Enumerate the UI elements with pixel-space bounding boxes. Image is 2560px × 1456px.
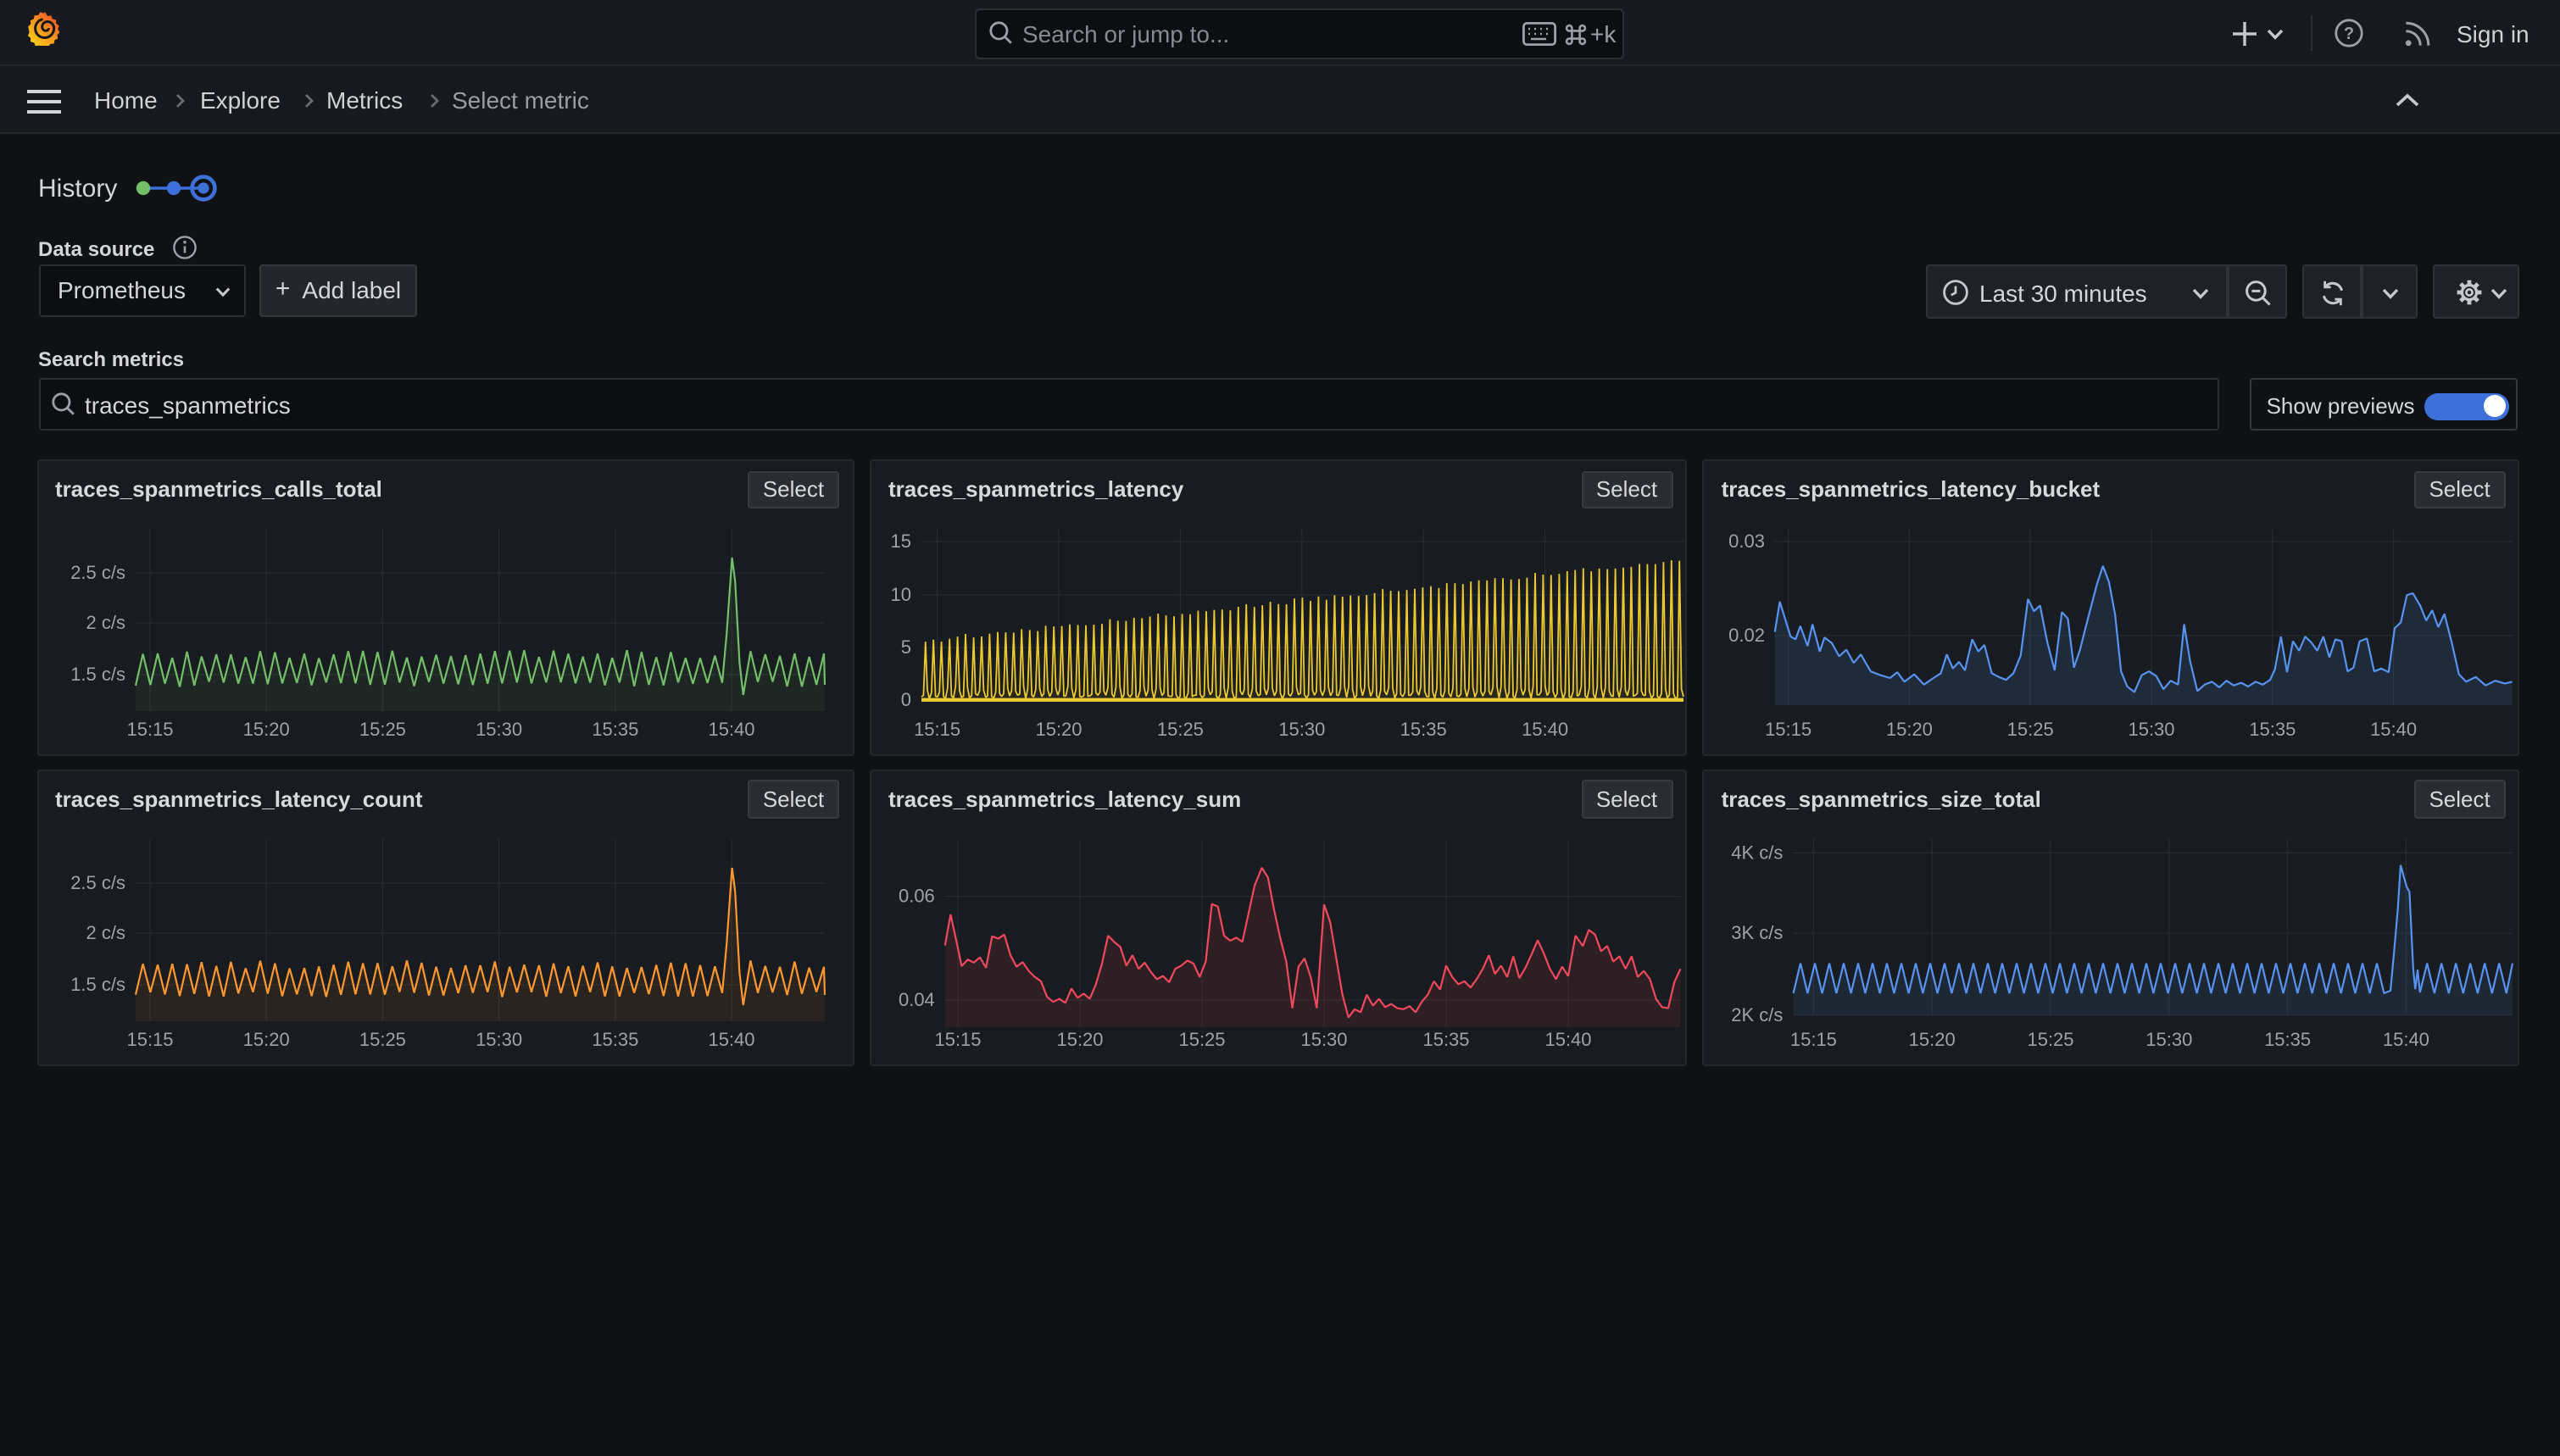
svg-text:0.04: 0.04 <box>899 988 935 1009</box>
svg-text:15:15: 15:15 <box>125 1028 172 1049</box>
svg-text:15:15: 15:15 <box>1790 1028 1837 1049</box>
svg-text:15:15: 15:15 <box>914 719 960 740</box>
svg-text:1.5 c/s: 1.5 c/s <box>70 664 125 685</box>
svg-text:2 c/s: 2 c/s <box>86 921 125 942</box>
svg-text:15:35: 15:35 <box>2265 1028 2312 1049</box>
svg-text:15:40: 15:40 <box>1544 1028 1591 1049</box>
svg-text:15:25: 15:25 <box>1178 1028 1225 1049</box>
svg-text:?: ? <box>2344 25 2354 43</box>
svg-text:15:20: 15:20 <box>1056 1028 1103 1049</box>
svg-text:15:20: 15:20 <box>242 719 289 740</box>
svg-text:0.03: 0.03 <box>1729 531 1766 552</box>
svg-text:15:25: 15:25 <box>359 719 405 740</box>
svg-text:15:25: 15:25 <box>1157 719 1204 740</box>
svg-text:15:20: 15:20 <box>1886 719 1933 740</box>
svg-text:3K c/s: 3K c/s <box>1732 921 1784 942</box>
svg-text:15:20: 15:20 <box>1909 1028 1956 1049</box>
svg-text:15:40: 15:40 <box>707 1028 754 1049</box>
svg-text:0.02: 0.02 <box>1729 625 1766 646</box>
svg-text:0.06: 0.06 <box>899 884 935 905</box>
svg-text:15:15: 15:15 <box>1766 719 1812 740</box>
svg-text:15:30: 15:30 <box>1300 1028 1347 1049</box>
svg-text:10: 10 <box>891 584 911 605</box>
svg-text:0: 0 <box>901 689 911 710</box>
svg-text:15:30: 15:30 <box>475 1028 521 1049</box>
svg-text:15:35: 15:35 <box>591 719 637 740</box>
svg-text:15:25: 15:25 <box>359 1028 405 1049</box>
svg-text:15:35: 15:35 <box>1422 1028 1469 1049</box>
svg-text:4K c/s: 4K c/s <box>1732 841 1784 862</box>
svg-text:15:30: 15:30 <box>1278 719 1325 740</box>
svg-text:15:20: 15:20 <box>1035 719 1082 740</box>
svg-text:15:35: 15:35 <box>591 1028 637 1049</box>
svg-text:2K c/s: 2K c/s <box>1732 1003 1784 1025</box>
svg-text:2.5 c/s: 2.5 c/s <box>70 871 125 892</box>
svg-text:15:40: 15:40 <box>707 719 754 740</box>
svg-text:15:30: 15:30 <box>2129 719 2175 740</box>
svg-text:15:15: 15:15 <box>934 1028 981 1049</box>
svg-text:15:30: 15:30 <box>2146 1028 2193 1049</box>
svg-text:1.5 c/s: 1.5 c/s <box>70 973 125 994</box>
svg-text:15:35: 15:35 <box>2250 719 2296 740</box>
svg-text:15:40: 15:40 <box>2383 1028 2429 1049</box>
svg-text:15:25: 15:25 <box>2028 1028 2074 1049</box>
svg-text:15:30: 15:30 <box>475 719 521 740</box>
svg-text:15:40: 15:40 <box>1522 719 1568 740</box>
svg-text:15:40: 15:40 <box>2371 719 2418 740</box>
svg-text:15:35: 15:35 <box>1400 719 1447 740</box>
svg-text:15:25: 15:25 <box>2007 719 2054 740</box>
svg-text:15:20: 15:20 <box>242 1028 289 1049</box>
svg-text:2 c/s: 2 c/s <box>86 612 125 633</box>
svg-text:2.5 c/s: 2.5 c/s <box>70 562 125 583</box>
svg-text:5: 5 <box>901 636 911 658</box>
svg-text:15:15: 15:15 <box>125 719 172 740</box>
svg-text:15: 15 <box>891 531 911 552</box>
